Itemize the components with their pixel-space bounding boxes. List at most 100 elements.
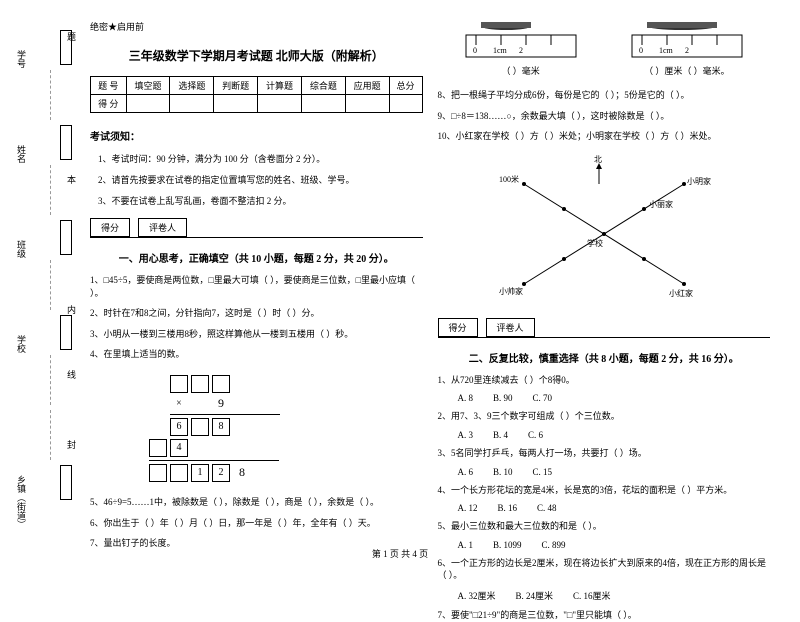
- q2-6: 6、一个正方形的边长是2厘米，现在将边长扩大到原来的4倍，现在正方形的周长是（ …: [438, 557, 771, 582]
- svg-text:1cm: 1cm: [659, 46, 674, 55]
- sq[interactable]: [170, 375, 188, 393]
- margin-box: [60, 125, 72, 160]
- q2-2: 2、用7、3、9三个数字可组成（ ）个三位数。: [438, 410, 771, 423]
- q2-4: 4、一个长方形花坛的宽是4米，长是宽的3倍，花坛的面积是（ ）平方米。: [438, 484, 771, 497]
- sq[interactable]: [170, 464, 188, 482]
- ruler-area: 01cm2 （ ）毫米 01cm2 （ ）厘米（ ）毫米。: [438, 20, 771, 77]
- north-label: 北: [594, 155, 602, 164]
- margin-box: [60, 315, 72, 350]
- score-box: 得分: [90, 218, 130, 237]
- multiplication-grid: ×9 68 4 128: [170, 372, 423, 485]
- td[interactable]: [345, 95, 389, 113]
- margin-label-id: 学号: [15, 50, 28, 68]
- notice-item: 3、不要在试卷上乱写乱画，卷面不整洁扣 2 分。: [90, 194, 423, 207]
- cut-label: 本: [65, 175, 78, 184]
- th: 计算题: [258, 77, 302, 95]
- margin-box: [60, 220, 72, 255]
- sq: 8: [212, 418, 230, 436]
- th: 题 号: [91, 77, 127, 95]
- q2: 2、时针在7和8之间，分针指向7，这时是（ ）时（ ）分。: [90, 307, 423, 320]
- notice-item: 2、请首先按要求在试卷的指定位置填写您的姓名、班级、学号。: [90, 173, 423, 186]
- dashed-line: [50, 260, 51, 310]
- ruler-icon: 01cm2: [461, 20, 581, 62]
- sq: 1: [191, 464, 209, 482]
- digit: 8: [233, 465, 251, 480]
- direction-diagram: 北 100米 学校 小红家 小明家 小丽家 小帅家: [494, 154, 714, 304]
- ruler2: 01cm2 （ ）厘米（ ）毫米。: [627, 20, 747, 77]
- td[interactable]: [389, 95, 422, 113]
- q3: 3、小明从一楼到三楼用8秒，照这样算他从一楼到五楼用（ ）秒。: [90, 328, 423, 341]
- table-row: 得 分: [91, 95, 423, 113]
- q5: 5、46÷9=5……1中，被除数是（ ），除数是（ ），商是（ ），余数是（ ）…: [90, 496, 423, 509]
- exam-page: 题 学号 姓名 本 班级 内 学校 线 封 乡镇（街道） 绝密★启用前 三年级数…: [0, 0, 800, 565]
- margin-box: [60, 465, 72, 500]
- sq[interactable]: [191, 375, 209, 393]
- notice-item: 1、考试时间：90 分钟，满分为 100 分（含卷面分 2 分）。: [90, 152, 423, 165]
- margin-label-town: 乡镇（街道）: [15, 475, 28, 529]
- confidential-label: 绝密★启用前: [90, 20, 423, 33]
- exam-title: 三年级数学下学期月考试题 北师大版（附解析）: [90, 47, 423, 64]
- cut-label: 线: [65, 370, 78, 379]
- q2-3: 3、5名同学打乒乓，每两人打一场，共要打（ ）场。: [438, 447, 771, 460]
- cut-label: 内: [65, 305, 78, 314]
- svg-text:小丽家: 小丽家: [649, 199, 673, 209]
- svg-text:2: 2: [685, 46, 689, 55]
- svg-text:1cm: 1cm: [493, 46, 508, 55]
- cut-label: 封: [65, 440, 78, 449]
- grader-box: 评卷人: [486, 318, 535, 337]
- table-row: 题 号 填空题 选择题 判断题 计算题 综合题 应用题 总分: [91, 77, 423, 95]
- svg-text:小帅家: 小帅家: [499, 286, 523, 296]
- score-table: 题 号 填空题 选择题 判断题 计算题 综合题 应用题 总分 得 分: [90, 76, 423, 113]
- ruler2-label: （ ）厘米（ ）毫米。: [627, 64, 747, 77]
- sq[interactable]: [212, 375, 230, 393]
- td[interactable]: [301, 95, 345, 113]
- svg-text:100米: 100米: [499, 174, 519, 184]
- opts: A. 3B. 4C. 6: [438, 430, 771, 440]
- right-column: 01cm2 （ ）毫米 01cm2 （ ）厘米（ ）毫米。 8、把一根绳子平均分…: [438, 20, 771, 550]
- q10: 10、小红家在学校（ ）方（ ）米处；小明家在学校（ ）方（ ）米处。: [438, 130, 771, 143]
- dashed-line: [50, 70, 51, 120]
- digit: 9: [212, 396, 230, 411]
- hline: [149, 460, 279, 461]
- dashed-line: [50, 165, 51, 215]
- opts: A. 32厘米B. 24厘米C. 16厘米: [438, 589, 771, 602]
- sq[interactable]: [149, 439, 167, 457]
- svg-text:小明家: 小明家: [687, 176, 711, 186]
- svg-text:2: 2: [519, 46, 523, 55]
- dashed-line: [50, 355, 51, 405]
- opts: A. 6B. 10C. 15: [438, 467, 771, 477]
- opts: A. 12B. 16C. 48: [438, 503, 771, 513]
- margin-label-school: 学校: [15, 335, 28, 353]
- th: 应用题: [345, 77, 389, 95]
- section1-title: 一、用心思考，正确填空（共 10 小题，每题 2 分，共 20 分）。: [90, 250, 423, 265]
- q4: 4、在里填上适当的数。: [90, 348, 423, 361]
- td[interactable]: [126, 95, 170, 113]
- page-footer: 第 1 页 共 4 页: [0, 547, 800, 560]
- sq: 6: [170, 418, 188, 436]
- ruler-icon: 01cm2: [627, 20, 747, 62]
- notice-title: 考试须知：: [90, 128, 423, 143]
- q8: 8、把一根绳子平均分成6份，每份是它的（ ）；5份是它的（ ）。: [438, 89, 771, 102]
- th: 填空题: [126, 77, 170, 95]
- q1: 1、□45÷5，要使商是两位数，□里最大可填（ ），要使商是三位数，□里最小应填…: [90, 274, 423, 299]
- q9: 9、□÷8＝138……○，余数最大填（ ），这时被除数是（ ）。: [438, 110, 771, 123]
- margin-label-class: 班级: [15, 240, 28, 258]
- td[interactable]: [258, 95, 302, 113]
- sq: 4: [170, 439, 188, 457]
- binding-margin: 题 学号 姓名 本 班级 内 学校 线 封 乡镇（街道）: [15, 20, 75, 545]
- margin-label-name: 姓名: [15, 145, 28, 163]
- left-column: 绝密★启用前 三年级数学下学期月考试题 北师大版（附解析） 题 号 填空题 选择…: [90, 20, 423, 550]
- th: 判断题: [214, 77, 258, 95]
- margin-box: [60, 30, 72, 65]
- hline: [170, 414, 280, 415]
- th: 选择题: [170, 77, 214, 95]
- sq[interactable]: [191, 418, 209, 436]
- sq[interactable]: [149, 464, 167, 482]
- sq: 2: [212, 464, 230, 482]
- td[interactable]: [170, 95, 214, 113]
- td[interactable]: [214, 95, 258, 113]
- grader-box: 评卷人: [138, 218, 187, 237]
- section2-title: 二、反复比较，慎重选择（共 8 小题，每题 2 分，共 16 分）。: [438, 350, 771, 365]
- scorer-bar: 得分 评卷人: [90, 218, 423, 238]
- scorer-bar: 得分 评卷人: [438, 318, 771, 338]
